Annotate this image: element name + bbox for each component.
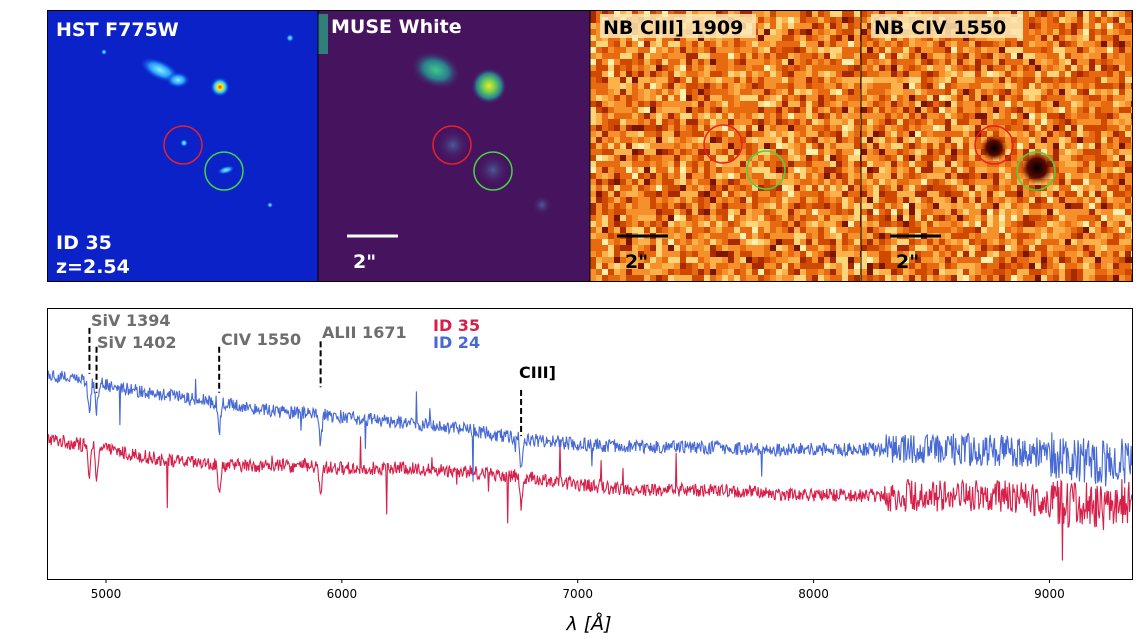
x-axis-label: λ [Å] [565, 612, 611, 635]
marker-label-civ1550: CIV 1550 [221, 330, 301, 349]
civ-red-circle [974, 125, 1014, 165]
hst-green-circle [204, 151, 244, 191]
ciii-title: NB CIII] 1909 [603, 17, 743, 39]
muse-green-circle [473, 151, 513, 191]
line-markers [88, 327, 523, 436]
marker-label-alii1671: ALII 1671 [322, 323, 407, 342]
muse-title: MUSE White [331, 16, 462, 38]
civ-title: NB CIV 1550 [874, 17, 1006, 39]
civ-green-circle [1016, 151, 1056, 191]
x-tick-label-2: 7000 [562, 587, 593, 601]
civ-scalebar-label: 2" [896, 251, 919, 273]
x-tick-label-4: 9000 [1034, 587, 1065, 601]
nb-civ-panel [861, 11, 1132, 281]
marker-label-siv1394: SiV 1394 [91, 311, 171, 330]
x-axis-ticks: 5000 6000 7000 8000 9000 [91, 579, 1065, 601]
x-tick-label-3: 8000 [798, 587, 829, 601]
x-tick-label-0: 5000 [91, 587, 122, 601]
muse-red-circle [432, 125, 472, 165]
hst-title: HST F775W [56, 19, 179, 41]
nb-ciii-noise [590, 11, 861, 281]
x-tick-label-1: 6000 [327, 587, 358, 601]
nb-ciii-panel [590, 11, 861, 281]
hst-panel [48, 11, 318, 281]
marker-label-ciii: CIII] [519, 363, 556, 382]
muse-scalebar-label: 2" [353, 251, 376, 273]
series-id24-line [47, 370, 1132, 487]
marker-label-siv1402: SiV 1402 [97, 333, 177, 352]
hst-z-label: z=2.54 [56, 256, 130, 278]
ciii-scalebar-label: 2" [625, 251, 648, 273]
hst-id-label: ID 35 [56, 232, 112, 254]
legend-id35: ID 35 [433, 316, 480, 335]
hst-red-circle [163, 125, 203, 165]
muse-panel [318, 11, 590, 281]
series-id35-line [47, 433, 1132, 561]
ciii-red-circle [703, 124, 743, 164]
spectrum-plot: 5000 6000 7000 8000 9000 SiV 1394 SiV 1402 C… [47, 308, 1133, 635]
legend-id24: ID 24 [433, 333, 480, 352]
ciii-green-circle [746, 150, 786, 190]
